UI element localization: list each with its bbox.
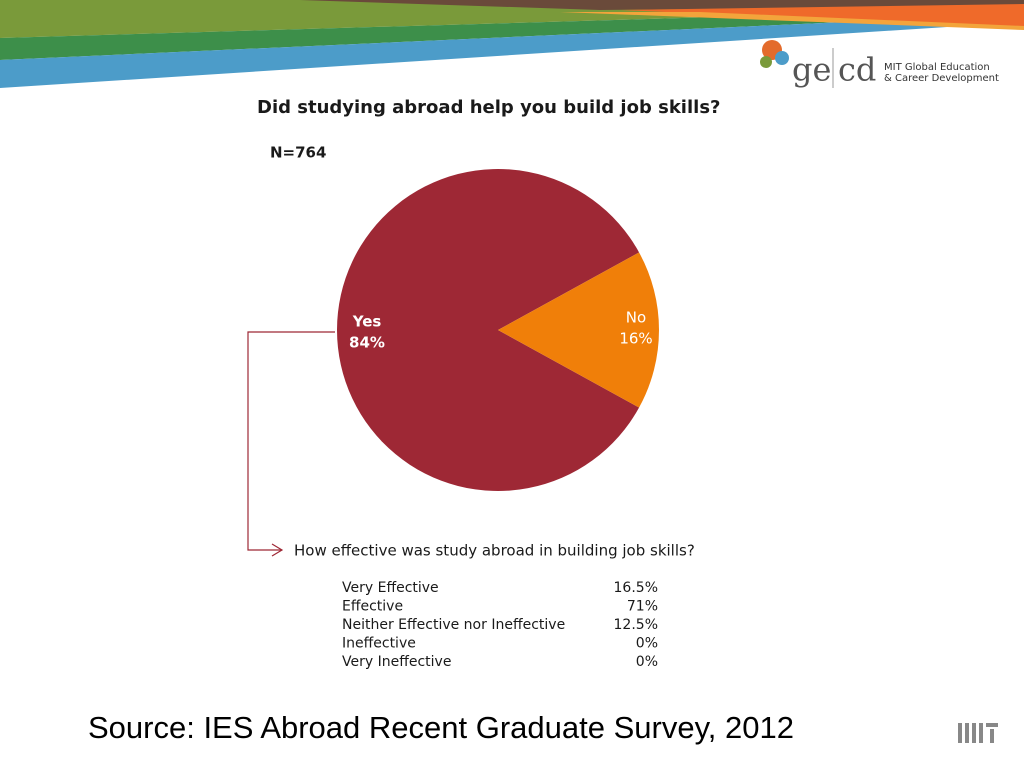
logo-icon: [760, 56, 772, 68]
logo-text: ge: [792, 51, 831, 89]
logo-text: & Career Development: [884, 73, 999, 84]
pie-slice: [498, 252, 659, 408]
logo-text: MIT Global Education: [884, 62, 990, 73]
arrow-head: [271, 543, 284, 557]
slice-value: 16%: [619, 330, 652, 348]
table-value: 0%: [636, 636, 658, 652]
table-value: 71%: [627, 599, 658, 615]
table-label: Effective: [342, 599, 403, 615]
table-value: 12.5%: [614, 617, 658, 633]
stripe: [0, 8, 1024, 60]
table-value: 16.5%: [614, 580, 658, 596]
connector: [247, 331, 335, 551]
chart-title: Did studying abroad help you build job s…: [257, 97, 720, 118]
source: Source: IES Abroad Recent Graduate Surve…: [88, 710, 794, 745]
slice-label: No: [626, 309, 646, 327]
logo-icon: [775, 51, 789, 65]
stripe: [0, 14, 1024, 88]
table-label: Very Effective: [342, 580, 439, 596]
pie-slice: [337, 168, 640, 491]
stripe: [560, 12, 1024, 30]
slice-value: 84%: [349, 334, 385, 352]
table-label: Ineffective: [342, 636, 416, 652]
chart-subtitle: N=764: [270, 144, 326, 162]
pie: Yes 84% No 16%: [337, 168, 659, 491]
table-label: Neither Effective nor Ineffective: [342, 617, 565, 633]
table: Very Effective 16.5% Effective 71% Neither E…: [342, 580, 658, 670]
logo-text: cd: [838, 51, 876, 89]
followup-question: How effective was study abroad in buildi…: [294, 542, 695, 560]
slice-label: Yes: [352, 313, 382, 331]
mit-logo: [958, 723, 998, 743]
table-value: 0%: [636, 654, 658, 670]
table-label: Very Ineffective: [342, 654, 451, 670]
